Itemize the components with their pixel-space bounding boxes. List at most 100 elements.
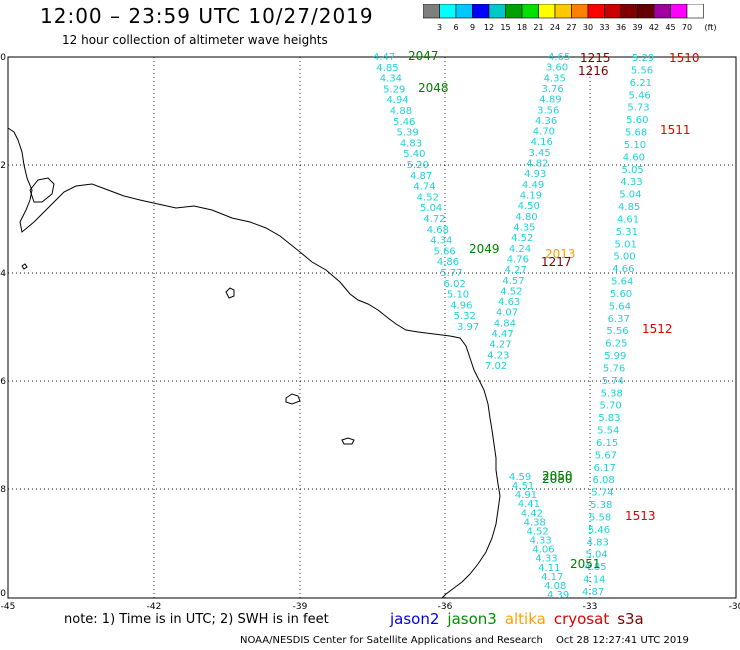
pass-label: 2080 <box>542 472 573 486</box>
colorbar-tick: 3 <box>437 23 442 32</box>
colorbar-tick: 45 <box>665 23 675 32</box>
wave-height-value: 5.46 <box>629 90 651 101</box>
wave-height-value: 4.42 <box>521 508 543 519</box>
tick-labels: -45 -42 -39 -36 -33 -30 0 -2 -4 -6 -8 -10 <box>0 53 740 610</box>
satellite-legend: jason2 jason3 altika cryosat s3a <box>390 610 652 628</box>
wave-height-value: 7.02 <box>485 361 507 372</box>
wave-height-value: 5.38 <box>601 388 623 399</box>
wave-height-value: 4.96 <box>450 300 472 311</box>
wave-height-value: 4.89 <box>539 95 561 106</box>
wave-height-value: 5.76 <box>603 363 625 374</box>
wave-height-value: 4.83 <box>587 537 609 548</box>
wave-height-value: 4.49 <box>522 180 544 191</box>
wave-height-value: 5.46 <box>588 525 610 536</box>
colorbar-tick: 36 <box>616 23 626 32</box>
colorbar-tick: 27 <box>566 23 576 32</box>
wave-height-value: 4.33 <box>529 536 551 547</box>
coastline <box>7 127 501 599</box>
pass-label: 2051 <box>570 557 601 571</box>
colorbar-tick: 18 <box>517 23 527 32</box>
wave-height-value: 5.68 <box>625 128 647 139</box>
pass-label: 1510 <box>669 51 700 65</box>
wave-height-value: 4.27 <box>505 265 527 276</box>
wave-height-value: 3.56 <box>537 105 559 116</box>
wave-height-value: 5.10 <box>447 290 469 301</box>
wave-height-value: 4.66 <box>612 264 634 275</box>
track-1510: 5.295.566.215.465.735.605.685.104.605.05… <box>582 51 700 598</box>
wave-height-value: 4.59 <box>509 472 531 483</box>
wave-height-value: 5.99 <box>604 351 626 362</box>
wave-height-value: 5.10 <box>624 140 646 151</box>
pass-label: 1511 <box>660 123 691 137</box>
wave-height-value: 4.88 <box>390 106 412 117</box>
wave-height-value: 4.91 <box>515 490 537 501</box>
colorbar-tick: 21 <box>533 23 543 32</box>
generation-timestamp: Oct 28 12:27:41 UTC 2019 <box>556 635 689 646</box>
y-tick-label: -8 <box>0 485 6 495</box>
map-subtitle: 12 hour collection of altimeter wave hei… <box>62 33 328 47</box>
wave-height-value: 4.70 <box>533 127 555 138</box>
wave-height-value: 3.97 <box>457 322 479 333</box>
track-1216: 1216 <box>578 64 609 78</box>
legend-jason3: jason3 <box>447 610 497 628</box>
track-2050: 2050 <box>542 469 573 483</box>
track-2051: 2051 <box>570 557 601 571</box>
wave-height-value: 6.02 <box>444 279 466 290</box>
wave-height-value: 4.61 <box>617 214 639 225</box>
credit-line: NOAA/NESDIS Center for Satellite Applica… <box>240 635 543 646</box>
track-north-ascending: 4.653.604.353.764.893.564.364.704.163.45… <box>485 52 570 372</box>
wave-height-value: 4.35 <box>544 73 566 84</box>
wave-height-value: 5.00 <box>613 252 635 263</box>
wave-height-value: 4.82 <box>526 159 548 170</box>
wave-height-value: 4.24 <box>509 244 531 255</box>
wave-height-value: 4.63 <box>498 297 520 308</box>
wave-height-value: 4.14 <box>583 575 605 586</box>
colorbar-tick: 42 <box>649 23 659 32</box>
wave-height-value: 4.94 <box>386 95 408 106</box>
wave-height-value: 4.47 <box>373 52 395 63</box>
colorbar-tick: 12 <box>484 23 494 32</box>
wave-height-value: 6.21 <box>630 78 652 89</box>
track-1217: 1217 <box>541 255 572 269</box>
wave-height-value: 5.54 <box>597 426 619 437</box>
wave-height-value: 6.15 <box>596 438 618 449</box>
legend-s3a: s3a <box>617 610 644 628</box>
wave-height-value: 5.77 <box>440 268 462 279</box>
wave-height-value: 5.31 <box>616 227 638 238</box>
wave-height-value: 5.64 <box>611 277 633 288</box>
pass-label: 1512 <box>642 322 673 336</box>
wave-height-value: 5.58 <box>589 512 611 523</box>
track-2080: 4.594.514.914.414.424.384.524.334.064.33… <box>509 472 573 601</box>
wave-height-value: 4.60 <box>623 152 645 163</box>
wave-height-value: 4.93 <box>524 169 546 180</box>
wave-height-value: 4.85 <box>376 63 398 74</box>
colorbar-tick: 9 <box>470 23 475 32</box>
colorbar-tick: 6 <box>453 23 458 32</box>
colorbar: 3 6 9 12 15 18 21 24 27 30 33 36 39 42 45 70 (ft) <box>423 4 717 32</box>
wave-height-value: 4.39 <box>547 590 569 601</box>
wave-height-value: 4.23 <box>487 350 509 361</box>
wave-height-value: 5.73 <box>627 103 649 114</box>
grid-lines <box>8 56 736 598</box>
wave-height-value: 3.76 <box>541 84 563 95</box>
wave-height-value: 6.25 <box>605 339 627 350</box>
wave-height-value: 4.57 <box>502 276 524 287</box>
pass-label: 1513 <box>625 509 656 523</box>
pass-label: 1215 <box>580 51 611 65</box>
wave-height-value: 4.07 <box>496 308 518 319</box>
x-tick-label: -30 <box>729 602 740 610</box>
wave-height-value: 4.47 <box>492 329 514 340</box>
wave-height-value: 4.74 <box>413 182 435 193</box>
wave-height-value: 4.65 <box>548 52 570 63</box>
wave-height-value: 4.17 <box>541 572 563 583</box>
wave-height-value: 6.08 <box>592 475 614 486</box>
colorbar-tick: 70 <box>682 23 692 32</box>
legend-altika: altika <box>504 610 546 628</box>
wave-height-value: 5.32 <box>454 311 476 322</box>
wave-height-value: 5.20 <box>407 160 429 171</box>
wave-height-value: 5.60 <box>610 289 632 300</box>
wave-height-value: 5.56 <box>606 326 628 337</box>
track-1215: 1215 <box>580 51 611 65</box>
wave-height-value: 4.68 <box>427 225 449 236</box>
wave-height-value: 4.11 <box>538 563 560 574</box>
